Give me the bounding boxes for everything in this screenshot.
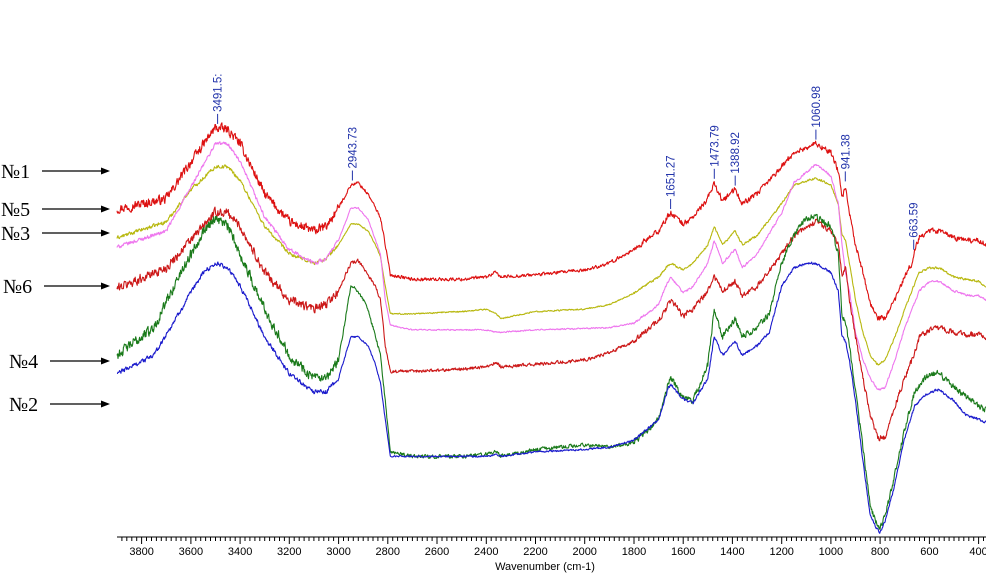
peak-label-1: 3491.5: — [213, 74, 225, 112]
series-label-3: №3 — [1, 223, 110, 245]
series-label-2: №2 — [9, 394, 110, 416]
x-tick-label: 2400 — [474, 546, 498, 558]
series-label-4-text: №4 — [9, 351, 38, 373]
x-axis-title: Wavenumber (cm-1) — [495, 561, 595, 573]
peak-label-6: 1060.98 — [811, 86, 823, 128]
series-label-5: №5 — [1, 199, 110, 221]
x-tick-label: 400 — [969, 546, 986, 558]
spectrum-line-6 — [116, 261, 986, 534]
arrow-head-icon — [101, 229, 110, 237]
arrow-head-icon — [101, 400, 110, 408]
x-tick-label: 3600 — [179, 546, 203, 558]
series-labels: №1 №5 №3 №6 №4 №2 — [1, 161, 110, 416]
x-tick-label: 3400 — [228, 546, 252, 558]
series-label-2-text: №2 — [9, 394, 38, 416]
peak-label-5: 1388.92 — [730, 132, 742, 174]
x-axis-ticks: 3800 3600 3400 3200 3000 2800 2600 2400 2200 2000… — [121, 537, 986, 558]
series-label-6-text: №6 — [3, 276, 32, 298]
x-tick-label: 1600 — [671, 546, 695, 558]
x-tick-label: 600 — [920, 546, 938, 558]
x-tick-label: 1400 — [720, 546, 744, 558]
x-tick-label: 3800 — [129, 546, 153, 558]
x-tick-label: 1800 — [622, 546, 646, 558]
spectrum-line-1 — [116, 122, 986, 321]
x-axis: 3800 3600 3400 3200 3000 2800 2600 2400 2200 2000… — [117, 536, 986, 573]
series-label-5-text: №5 — [1, 199, 30, 221]
x-tick-label: 2200 — [523, 546, 547, 558]
series-label-3-text: №3 — [1, 223, 30, 245]
peak-label-8: 663.59 — [909, 203, 921, 238]
series-label-4: №4 — [9, 351, 110, 373]
series-label-1: №1 — [1, 161, 110, 183]
x-tick-label: 1000 — [819, 546, 843, 558]
spectrum-line-3 — [116, 141, 986, 391]
x-tick-label: 2000 — [572, 546, 596, 558]
arrow-head-icon — [101, 205, 110, 213]
peak-label-2: 2943.73 — [347, 127, 359, 169]
x-tick-label: 2800 — [376, 546, 400, 558]
peak-label-7: 941.38 — [840, 134, 852, 169]
series-label-1-text: №1 — [1, 161, 30, 183]
arrow-head-icon — [101, 167, 110, 175]
spectrum-line-5 — [116, 213, 986, 530]
x-tick-label: 2600 — [425, 546, 449, 558]
x-tick-label: 1200 — [769, 546, 793, 558]
x-tick-label: 3000 — [326, 546, 350, 558]
arrow-head-icon — [101, 357, 110, 365]
series-label-6: №6 — [3, 276, 110, 298]
spectra-lines — [116, 122, 986, 534]
spectrum-line-2 — [116, 164, 986, 366]
x-tick-label: 3200 — [277, 546, 301, 558]
x-tick-label: 800 — [871, 546, 889, 558]
peak-label-3: 1651.27 — [666, 155, 678, 197]
peak-label-4: 1473.79 — [709, 125, 721, 167]
arrow-head-icon — [101, 282, 110, 290]
spectrum-line-4 — [116, 206, 986, 442]
peak-annotations: 3491.5: 2943.73 1651.27 1473.79 1388.92 1060.… — [213, 74, 921, 250]
